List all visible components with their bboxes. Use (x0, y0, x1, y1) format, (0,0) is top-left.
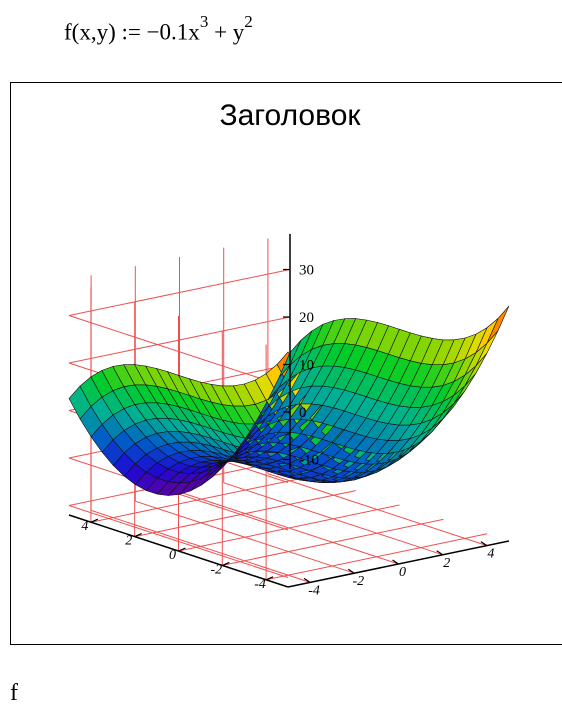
grid-line (68, 505, 289, 578)
x-tick-label: -2 (210, 562, 222, 577)
z-tick-label: -10 (299, 453, 319, 469)
y-tick (480, 541, 488, 547)
x-tick (178, 547, 186, 552)
grid-line (90, 509, 311, 583)
z-tick-label: 0 (299, 405, 307, 421)
surface-cell (486, 305, 510, 344)
grid-line (267, 473, 488, 547)
z-tick-label: 20 (299, 310, 314, 326)
z-tick-label: 30 (299, 263, 314, 279)
y-tick-label: 0 (399, 565, 406, 580)
grid-line (68, 269, 291, 316)
y-tick (347, 568, 355, 574)
grid-line (223, 482, 443, 556)
x-tick-label: 2 (125, 534, 132, 549)
y-tick (436, 550, 444, 556)
y-tick (392, 559, 399, 565)
x-tick (265, 576, 274, 581)
x-tick (222, 561, 230, 566)
variable-reference-f[interactable]: f (10, 680, 18, 706)
function-definition: f(x,y) := −0.1x3 + y2 (64, 12, 253, 46)
y-tick-label: -4 (308, 583, 320, 598)
y-tick (303, 577, 311, 583)
x-tick (90, 518, 99, 523)
formula-exponent-x: 3 (199, 12, 209, 31)
grid-line (68, 315, 289, 388)
z-tick-label: 10 (299, 358, 314, 374)
x-tick-label: 0 (169, 548, 176, 563)
formula-middle: + y (208, 19, 245, 45)
formula-main: f(x,y) := −0.1x (64, 19, 200, 45)
x-tick-label: -4 (254, 577, 266, 592)
x-tick (134, 533, 142, 538)
formula-exponent-y: 2 (244, 12, 253, 31)
y-tick-label: -2 (352, 574, 364, 589)
x-tick-label: 4 (81, 519, 88, 534)
grid-line (135, 500, 355, 574)
chart-title: Заголовок (219, 99, 361, 132)
grid-line (68, 316, 291, 364)
y-tick-label: 2 (443, 556, 450, 571)
grid-line (179, 491, 399, 565)
y-tick-label: 4 (487, 547, 494, 562)
